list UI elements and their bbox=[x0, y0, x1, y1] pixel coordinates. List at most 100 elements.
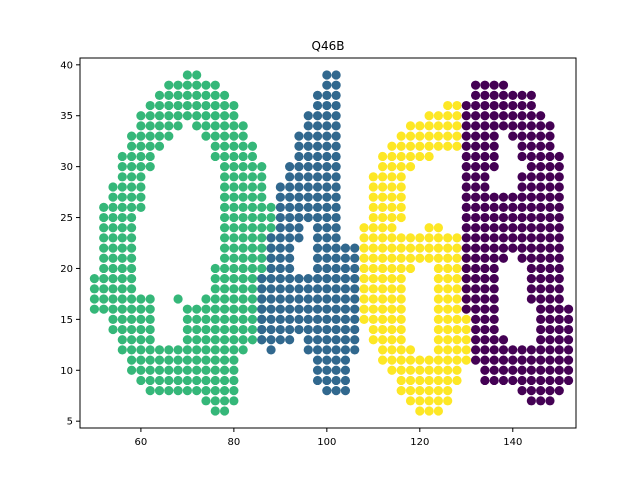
scatter-point bbox=[220, 325, 229, 334]
scatter-point bbox=[350, 294, 359, 303]
scatter-point bbox=[369, 182, 378, 191]
scatter-point bbox=[462, 233, 471, 242]
scatter-point bbox=[118, 325, 127, 334]
scatter-point bbox=[146, 366, 155, 375]
scatter-point bbox=[350, 264, 359, 273]
scatter-point bbox=[499, 121, 508, 130]
scatter-point bbox=[285, 284, 294, 293]
scatter-point bbox=[257, 162, 266, 171]
scatter-point bbox=[118, 162, 127, 171]
scatter-point bbox=[443, 111, 452, 120]
scatter-point bbox=[294, 274, 303, 283]
scatter-point bbox=[555, 233, 564, 242]
scatter-point bbox=[369, 243, 378, 252]
scatter-point bbox=[452, 315, 461, 324]
scatter-point bbox=[462, 223, 471, 232]
scatter-point bbox=[397, 182, 406, 191]
scatter-point bbox=[136, 182, 145, 191]
scatter-point bbox=[127, 345, 136, 354]
scatter-point bbox=[480, 294, 489, 303]
scatter-point bbox=[415, 254, 424, 263]
scatter-point bbox=[229, 121, 238, 130]
scatter-point bbox=[248, 264, 257, 273]
scatter-point bbox=[322, 294, 331, 303]
scatter-point bbox=[294, 203, 303, 212]
scatter-point bbox=[499, 81, 508, 90]
scatter-point bbox=[294, 315, 303, 324]
scatter-point bbox=[127, 254, 136, 263]
scatter-point bbox=[471, 162, 480, 171]
scatter-point bbox=[229, 294, 238, 303]
scatter-point bbox=[359, 274, 368, 283]
scatter-point bbox=[471, 254, 480, 263]
scatter-point bbox=[397, 172, 406, 181]
scatter-point bbox=[341, 355, 350, 364]
scatter-point bbox=[118, 223, 127, 232]
scatter-point bbox=[369, 335, 378, 344]
scatter-point bbox=[201, 121, 210, 130]
scatter-point bbox=[378, 162, 387, 171]
scatter-point bbox=[545, 223, 554, 232]
scatter-point bbox=[406, 162, 415, 171]
scatter-point bbox=[127, 284, 136, 293]
scatter-point bbox=[239, 203, 248, 212]
scatter-point bbox=[239, 284, 248, 293]
scatter-point bbox=[220, 376, 229, 385]
scatter-point bbox=[387, 284, 396, 293]
scatter-point bbox=[434, 396, 443, 405]
scatter-point bbox=[220, 345, 229, 354]
scatter-point bbox=[229, 111, 238, 120]
scatter-point bbox=[118, 335, 127, 344]
scatter-point bbox=[527, 162, 536, 171]
scatter-point bbox=[508, 193, 517, 202]
scatter-point bbox=[304, 131, 313, 140]
scatter-point bbox=[229, 284, 238, 293]
scatter-point bbox=[118, 254, 127, 263]
scatter-point bbox=[304, 284, 313, 293]
scatter-point bbox=[499, 233, 508, 242]
scatter-point bbox=[341, 254, 350, 263]
scatter-point bbox=[127, 274, 136, 283]
scatter-point bbox=[229, 203, 238, 212]
scatter-point bbox=[425, 142, 434, 151]
scatter-point bbox=[545, 243, 554, 252]
scatter-point bbox=[462, 162, 471, 171]
scatter-point bbox=[173, 101, 182, 110]
scatter-point bbox=[406, 386, 415, 395]
scatter-point bbox=[173, 111, 182, 120]
scatter-point bbox=[239, 315, 248, 324]
scatter-point bbox=[257, 264, 266, 273]
scatter-point bbox=[499, 193, 508, 202]
scatter-point bbox=[480, 305, 489, 314]
scatter-point bbox=[397, 142, 406, 151]
scatter-point bbox=[127, 152, 136, 161]
scatter-point bbox=[490, 121, 499, 130]
scatter-point bbox=[155, 91, 164, 100]
scatter-point bbox=[266, 264, 275, 273]
scatter-point bbox=[108, 182, 117, 191]
scatter-point bbox=[220, 152, 229, 161]
scatter-point bbox=[378, 305, 387, 314]
scatter-point bbox=[517, 91, 526, 100]
scatter-point bbox=[108, 243, 117, 252]
scatter-point bbox=[229, 101, 238, 110]
scatter-point bbox=[285, 243, 294, 252]
scatter-point bbox=[555, 172, 564, 181]
scatter-point bbox=[285, 294, 294, 303]
scatter-point bbox=[462, 345, 471, 354]
scatter-point bbox=[452, 335, 461, 344]
scatter-point bbox=[127, 233, 136, 242]
scatter-point bbox=[304, 274, 313, 283]
scatter-point bbox=[490, 193, 499, 202]
scatter-point bbox=[517, 142, 526, 151]
scatter-point bbox=[406, 233, 415, 242]
scatter-point bbox=[285, 162, 294, 171]
scatter-point bbox=[332, 274, 341, 283]
scatter-point bbox=[313, 376, 322, 385]
scatter-point bbox=[211, 142, 220, 151]
scatter-point bbox=[545, 152, 554, 161]
scatter-point bbox=[425, 376, 434, 385]
scatter-point bbox=[118, 315, 127, 324]
scatter-point bbox=[341, 315, 350, 324]
scatter-point bbox=[229, 305, 238, 314]
